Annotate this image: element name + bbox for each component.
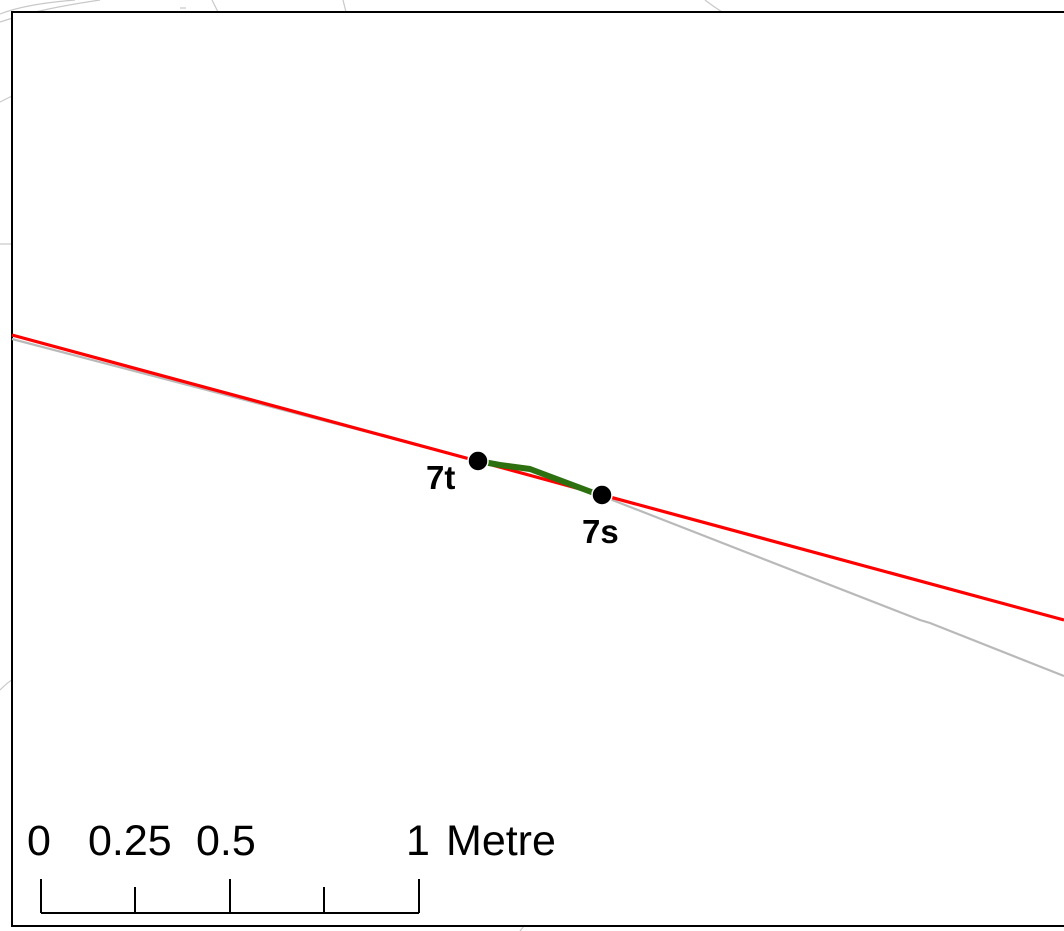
scale-label-0: 0 — [27, 817, 51, 865]
basemap-arc-top-left-2 — [0, 0, 101, 23]
scale-label-0-25: 0.25 — [88, 817, 172, 865]
scale-unit-label: Metre — [446, 817, 556, 865]
basemap-line-top-2 — [342, 0, 347, 13]
scale-label-0-5: 0.5 — [196, 817, 256, 865]
basemap-left-3 — [0, 679, 13, 691]
green-path-7t-7s — [475, 458, 605, 499]
red-boundary-line — [11, 333, 1064, 622]
point-7s-marker — [591, 484, 613, 506]
basemap-outer — [0, 0, 723, 931]
scale-bar: 0 0.25 0.5 1 Metre — [27, 817, 556, 914]
basemap-arc-top-right — [704, 0, 723, 13]
point-7t-marker — [467, 450, 489, 472]
scale-label-1: 1 — [406, 817, 430, 865]
basemap-line-top-1 — [211, 0, 219, 13]
basemap-left-1 — [0, 95, 13, 103]
scale-bar-lines — [40, 879, 420, 914]
point-7s-label: 7s — [582, 513, 619, 550]
point-7t-label: 7t — [426, 459, 455, 496]
basemap-arc-top-left — [0, 0, 76, 15]
